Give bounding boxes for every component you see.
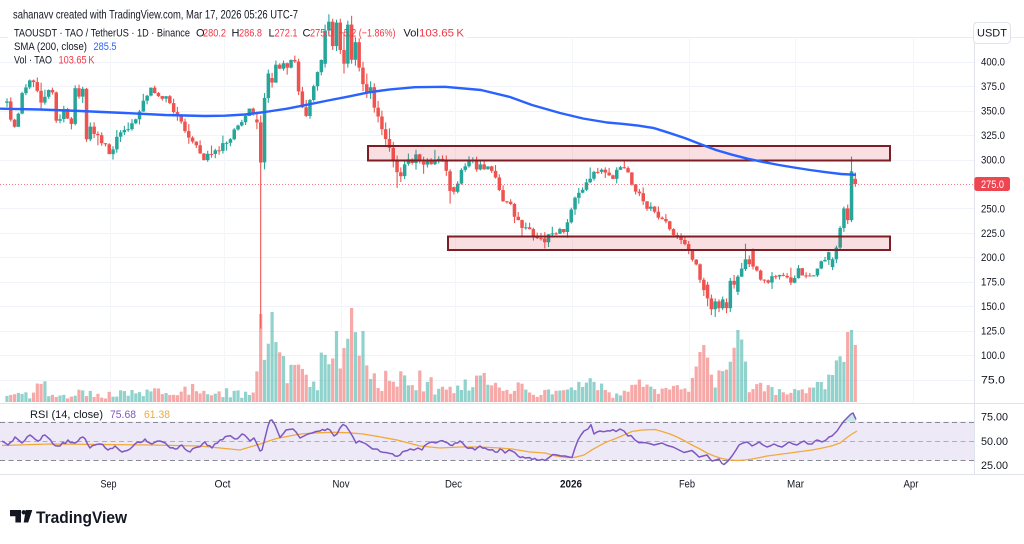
svg-text:50.00: 50.00 bbox=[981, 436, 1008, 448]
svg-text:sahanavv created with TradingV: sahanavv created with TradingView.com, M… bbox=[13, 8, 298, 22]
svg-text:200.0: 200.0 bbox=[981, 252, 1005, 264]
svg-text:61.38: 61.38 bbox=[144, 409, 170, 421]
svg-text:Nov: Nov bbox=[333, 479, 350, 491]
svg-text:Vol: Vol bbox=[404, 28, 419, 40]
svg-text:175.0: 175.0 bbox=[981, 277, 1005, 289]
svg-text:325.0: 325.0 bbox=[981, 130, 1005, 142]
svg-text:Vol · TAO: Vol · TAO bbox=[14, 55, 52, 67]
svg-text:275.0: 275.0 bbox=[310, 28, 333, 40]
svg-text:Apr: Apr bbox=[904, 479, 919, 491]
svg-text:25.00: 25.00 bbox=[981, 460, 1008, 472]
svg-text:Dec: Dec bbox=[445, 479, 462, 491]
svg-text:Feb: Feb bbox=[679, 479, 695, 491]
svg-text:350.0: 350.0 bbox=[981, 106, 1005, 118]
svg-text:100.0: 100.0 bbox=[981, 350, 1005, 362]
svg-text:300.0: 300.0 bbox=[981, 155, 1005, 167]
svg-text:103.65 K: 103.65 K bbox=[59, 55, 96, 67]
svg-text:250.0: 250.0 bbox=[981, 203, 1005, 215]
svg-text:TAOUSDT · TAO / TetherUS · 1D: TAOUSDT · TAO / TetherUS · 1D · Binance bbox=[14, 28, 190, 40]
svg-text:272.1: 272.1 bbox=[275, 28, 298, 40]
svg-text:75.0: 75.0 bbox=[981, 375, 1005, 387]
svg-text:2026: 2026 bbox=[560, 479, 582, 491]
svg-text:125.0: 125.0 bbox=[981, 326, 1005, 338]
svg-text:Sep: Sep bbox=[101, 479, 117, 491]
svg-text:SMA (200, close): SMA (200, close) bbox=[14, 41, 87, 53]
svg-text:−5.2 (−1.86%): −5.2 (−1.86%) bbox=[339, 28, 396, 40]
svg-text:USDT: USDT bbox=[977, 28, 1007, 40]
svg-text:Oct: Oct bbox=[215, 479, 231, 491]
svg-text:TradingView: TradingView bbox=[36, 508, 128, 527]
svg-text:280.2: 280.2 bbox=[203, 28, 226, 40]
svg-text:285.5: 285.5 bbox=[94, 41, 117, 53]
svg-text:275.0: 275.0 bbox=[981, 179, 1004, 191]
svg-text:400.0: 400.0 bbox=[981, 57, 1005, 69]
svg-text:C: C bbox=[303, 28, 311, 40]
svg-text:286.8: 286.8 bbox=[239, 28, 262, 40]
svg-text:225.0: 225.0 bbox=[981, 228, 1005, 240]
svg-text:75.68: 75.68 bbox=[110, 409, 136, 421]
svg-text:L: L bbox=[269, 28, 275, 40]
svg-text:RSI (14, close): RSI (14, close) bbox=[30, 409, 103, 421]
svg-text:75.00: 75.00 bbox=[981, 412, 1008, 424]
svg-text:375.0: 375.0 bbox=[981, 81, 1005, 93]
svg-text:H: H bbox=[232, 28, 240, 40]
svg-text:Mar: Mar bbox=[787, 479, 804, 491]
svg-text:O: O bbox=[196, 28, 205, 40]
svg-text:150.0: 150.0 bbox=[981, 301, 1005, 313]
svg-text:103.65 K: 103.65 K bbox=[419, 28, 465, 40]
